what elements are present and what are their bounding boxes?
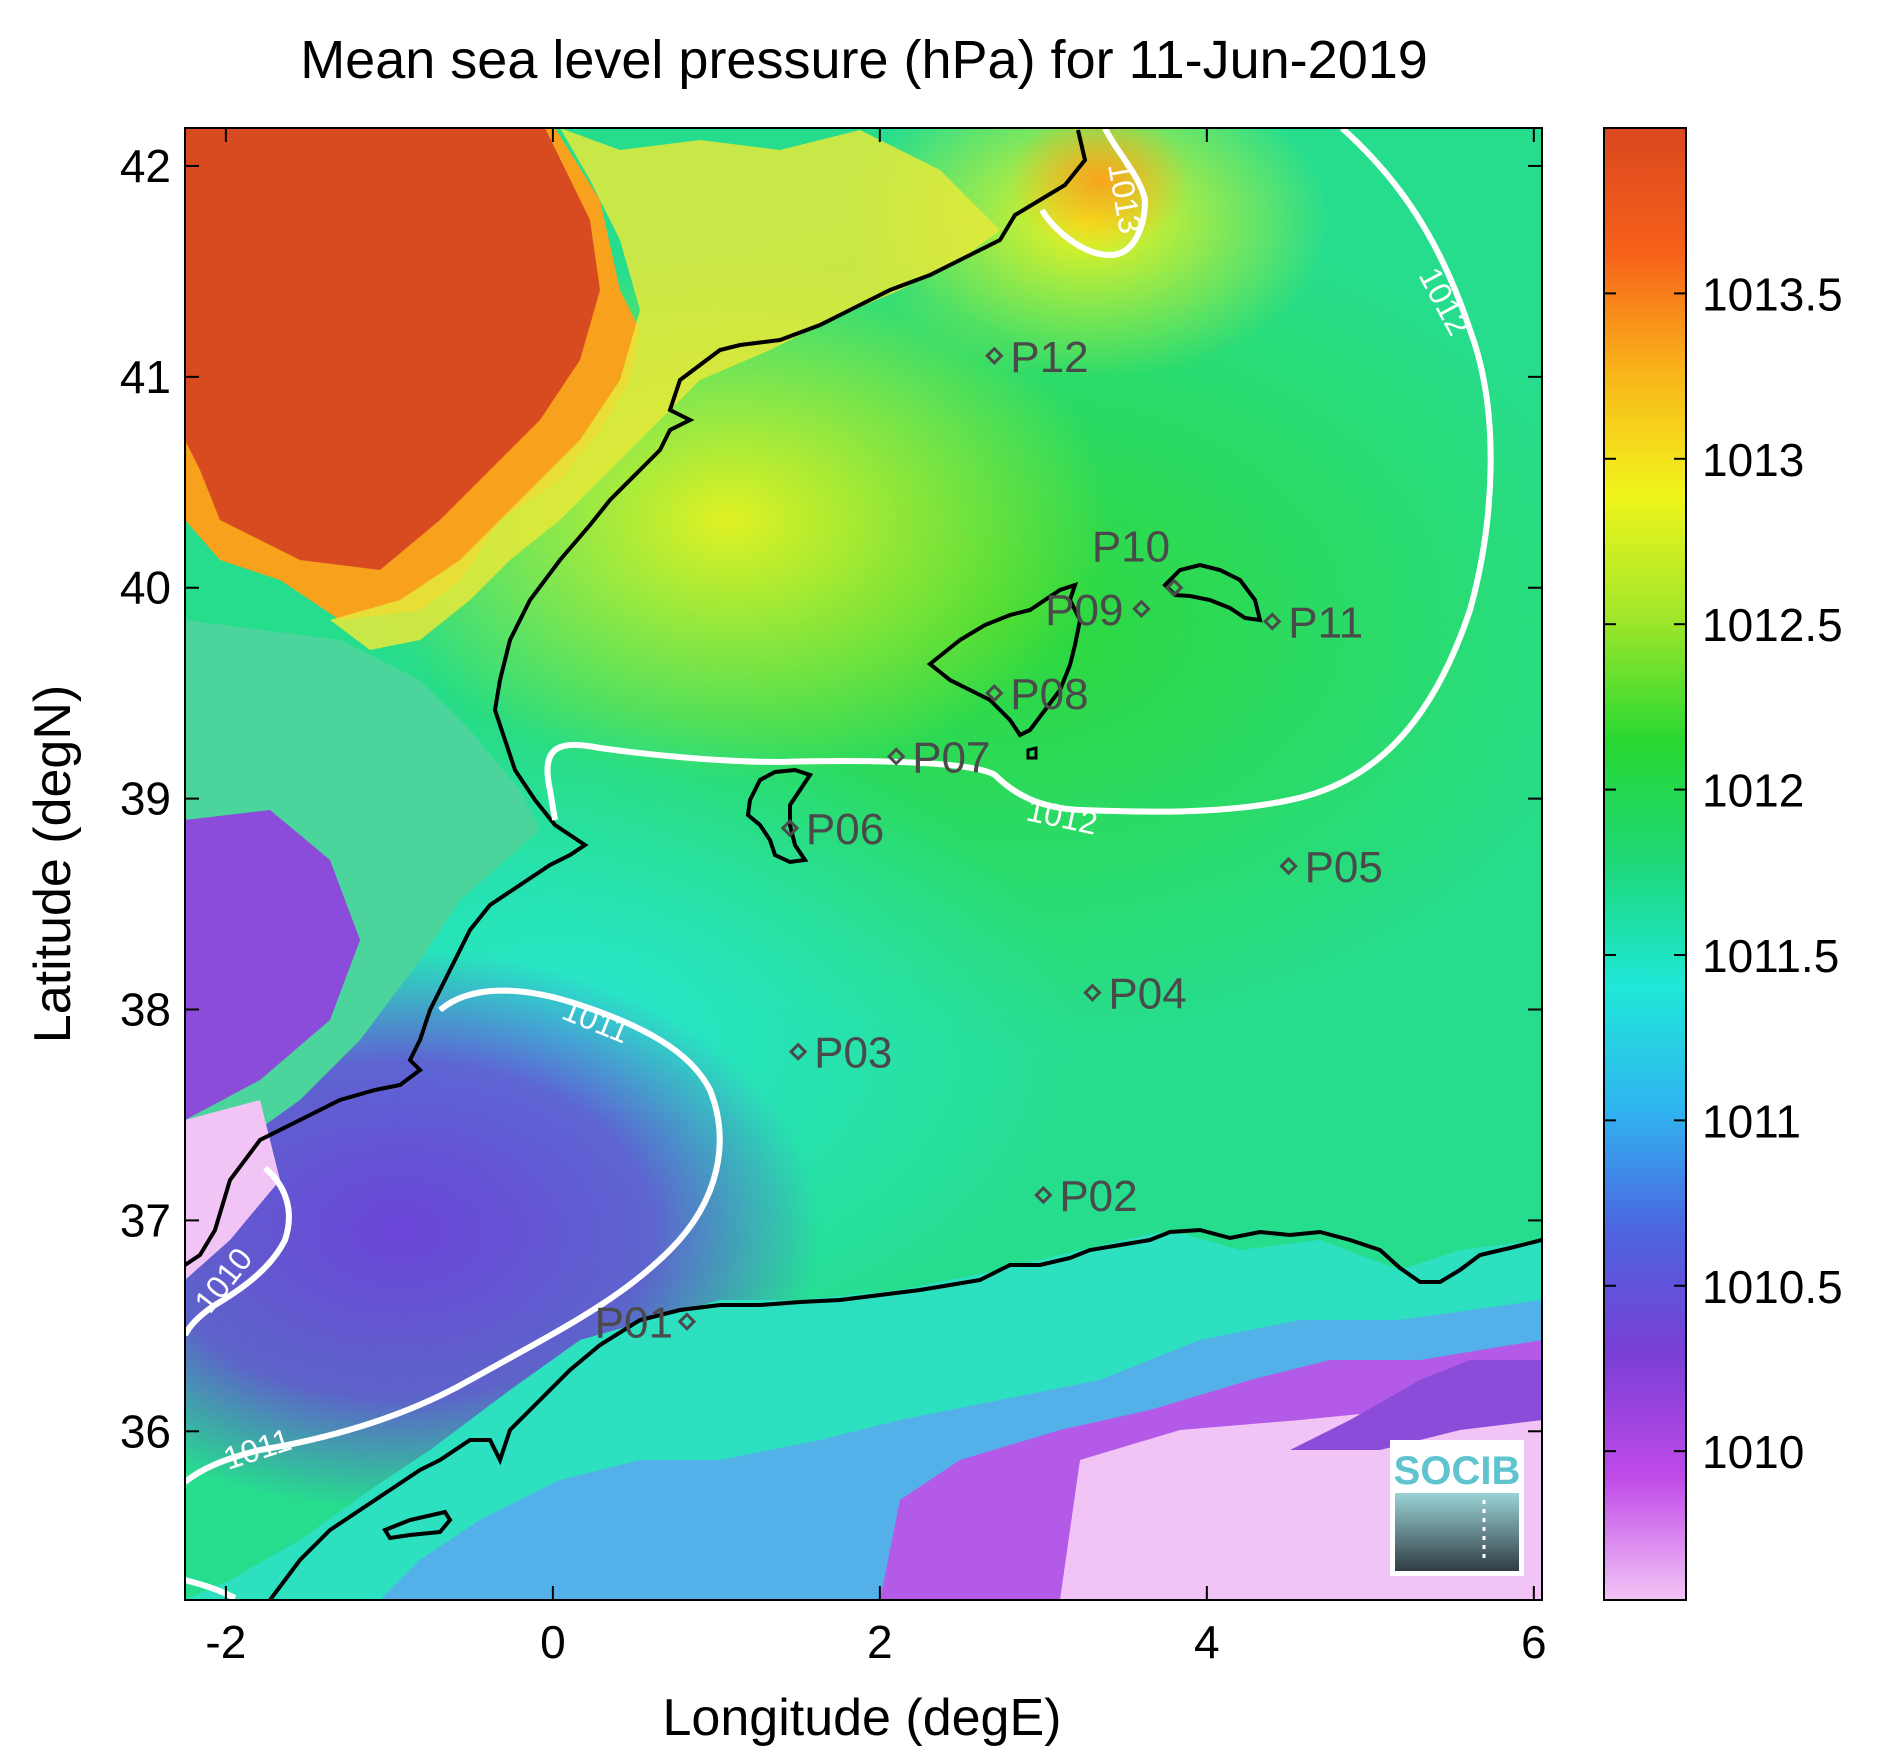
chart-title: Mean sea level pressure (hPa) for 11-Jun… xyxy=(300,30,1428,90)
logo-text: SOCIB xyxy=(1394,1449,1521,1493)
station-label: P03 xyxy=(814,1029,892,1078)
colorbar xyxy=(1603,127,1687,1601)
station-label: P02 xyxy=(1059,1172,1137,1221)
station-marker xyxy=(985,683,1004,703)
coastline-island-alboran xyxy=(382,1509,453,1541)
colorbar-tick-label: 1011 xyxy=(1702,1095,1801,1147)
station-marker xyxy=(1279,856,1298,876)
station-marker xyxy=(677,1312,697,1331)
station-marker xyxy=(985,346,1004,365)
x-tick-label: -2 xyxy=(205,1616,246,1668)
colorbar-ticks: 1010 1010.5 1011 1011.5 1012 1012.5 1013 1013.5 xyxy=(1604,268,1843,1478)
coastline-ibiza-formentera xyxy=(745,767,814,865)
x-tick-label: 6 xyxy=(1521,1616,1547,1668)
colorbar-tick-label: 1011.5 xyxy=(1702,930,1839,982)
pressure-field xyxy=(185,128,1542,1600)
colorbar-tick-label: 1012 xyxy=(1702,765,1804,817)
contour-1010-south xyxy=(185,1577,237,1600)
coastline-menorca xyxy=(1162,562,1263,623)
colorbar-tick-label: 1012.5 xyxy=(1702,599,1843,651)
land-spain-purple xyxy=(185,810,360,1120)
station-label: P05 xyxy=(1305,843,1383,892)
high-pressure-core xyxy=(1010,128,1190,250)
coastline-cabrera xyxy=(1026,746,1038,760)
station-marker xyxy=(1034,1185,1053,1205)
y-tick-label: 42 xyxy=(120,140,171,192)
y-tick-label: 39 xyxy=(120,773,171,825)
contour-1010 xyxy=(185,1165,292,1337)
contour-1011 xyxy=(185,987,723,1485)
station-marker xyxy=(780,818,800,838)
x-axis-ticks: -2 0 2 4 6 xyxy=(205,128,1547,1668)
station-label: P08 xyxy=(1010,670,1088,719)
contour-1013 xyxy=(1039,128,1149,259)
station-label: P10 xyxy=(1092,523,1170,572)
x-tick-label: 4 xyxy=(1194,1616,1220,1668)
land-north-iberia xyxy=(185,128,600,570)
colorbar-tick-label: 1010.5 xyxy=(1702,1261,1843,1313)
station-label: P07 xyxy=(912,733,990,782)
y-tick-label: 38 xyxy=(120,984,171,1036)
logo-sea xyxy=(1395,1493,1519,1571)
station-marker xyxy=(1164,578,1184,597)
y-tick-label: 40 xyxy=(120,562,171,614)
station-marker xyxy=(788,1042,808,1061)
colorbar-tick-label: 1013.5 xyxy=(1702,268,1843,320)
station-label: P11 xyxy=(1288,598,1363,647)
station-marker xyxy=(887,747,906,766)
station-marker xyxy=(1083,983,1102,1002)
x-tick-label: 0 xyxy=(540,1616,566,1668)
coastline-mallorca xyxy=(926,581,1083,738)
station-label: P09 xyxy=(1045,586,1123,635)
station-label: P01 xyxy=(595,1299,673,1348)
station-marker xyxy=(1263,612,1282,631)
colorbar-tick-label: 1013 xyxy=(1702,434,1804,486)
socib-logo: SOCIB xyxy=(1390,1440,1524,1576)
coastline-north-africa xyxy=(268,1227,1542,1600)
y-tick-label: 37 xyxy=(120,1194,171,1246)
y-axis-ticks: 36 37 38 39 40 41 42 xyxy=(120,140,1542,1457)
x-tick-label: 2 xyxy=(867,1616,893,1668)
y-axis-title: Latitude (degN) xyxy=(24,685,82,1043)
y-tick-label: 36 xyxy=(120,1405,171,1457)
station-label: P04 xyxy=(1108,970,1186,1019)
land-fringe-yellow xyxy=(330,128,1000,650)
x-axis-title: Longitude (degE) xyxy=(663,1689,1062,1747)
land-africa-purple-strip xyxy=(1290,1360,1542,1450)
station-label: P06 xyxy=(806,805,884,854)
y-tick-label: 41 xyxy=(120,351,171,403)
station-marker xyxy=(1132,599,1151,619)
station-label: P12 xyxy=(1010,333,1088,382)
station-markers: P01 P02 P03 P04 P05 P06 P07 P08 P09 P10 P11 P12 xyxy=(595,333,1383,1348)
plot-frame xyxy=(184,127,1543,1601)
contour-1012 xyxy=(544,128,1494,821)
colorbar-tick-label: 1010 xyxy=(1702,1426,1804,1478)
coastline-iberia xyxy=(185,129,1088,1267)
